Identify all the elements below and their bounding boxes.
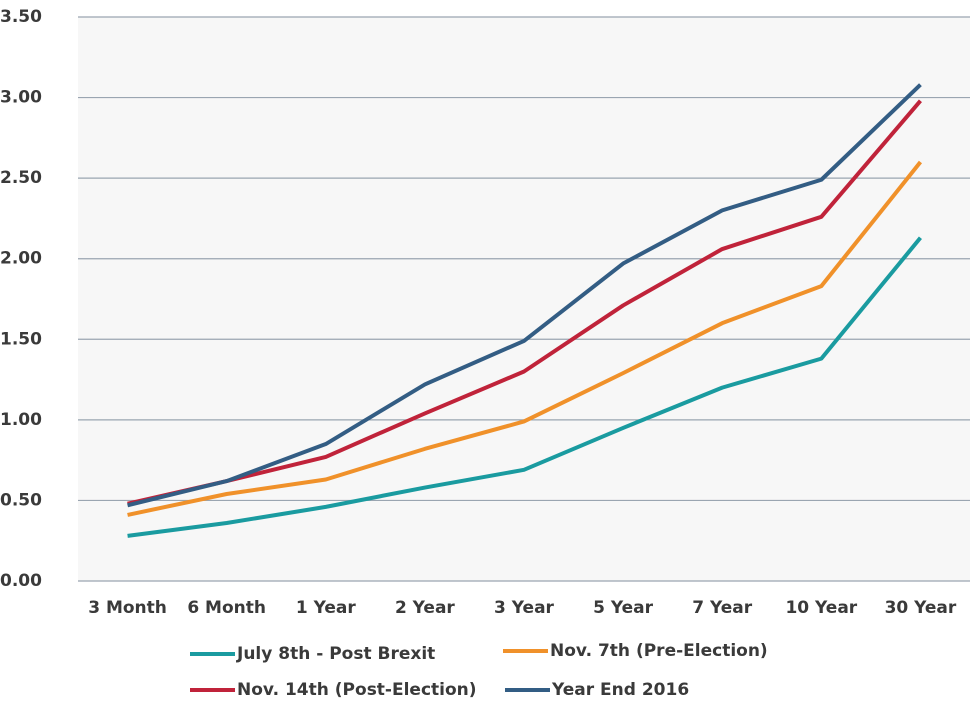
y-tick-label: 2.50 (0, 168, 42, 188)
series-line (127, 160, 923, 517)
y-tick-label: 2.00 (0, 249, 42, 269)
plot-area (78, 17, 970, 581)
legend-label: Nov. 14th (Post-Election) (237, 680, 477, 700)
x-tick-label: 3 Month (88, 598, 167, 618)
x-tick-label: 2 Year (395, 598, 455, 618)
x-tick-label: 7 Year (692, 598, 752, 618)
x-tick-label: 3 Year (494, 598, 554, 618)
x-tick-label: 30 Year (885, 598, 957, 618)
y-tick-label: 3.50 (0, 7, 42, 27)
x-tick-label: 10 Year (785, 598, 857, 618)
x-tick-label: 1 Year (296, 598, 356, 618)
x-tick-label: 5 Year (593, 598, 653, 618)
series-line (127, 99, 922, 506)
legend-label: Nov. 7th (Pre-Election) (550, 641, 768, 661)
legend-label: July 8th - Post Brexit (236, 644, 435, 664)
legend-label: Year End 2016 (551, 680, 689, 700)
series-line (127, 236, 922, 538)
y-tick-label: 0.50 (0, 490, 42, 510)
y-tick-label: 1.00 (0, 410, 42, 430)
y-tick-label: 3.00 (0, 88, 42, 108)
x-tick-label: 6 Month (187, 598, 266, 618)
y-tick-label: 1.50 (0, 329, 42, 349)
series-line (127, 83, 922, 508)
y-tick-label: 0.00 (0, 571, 42, 591)
